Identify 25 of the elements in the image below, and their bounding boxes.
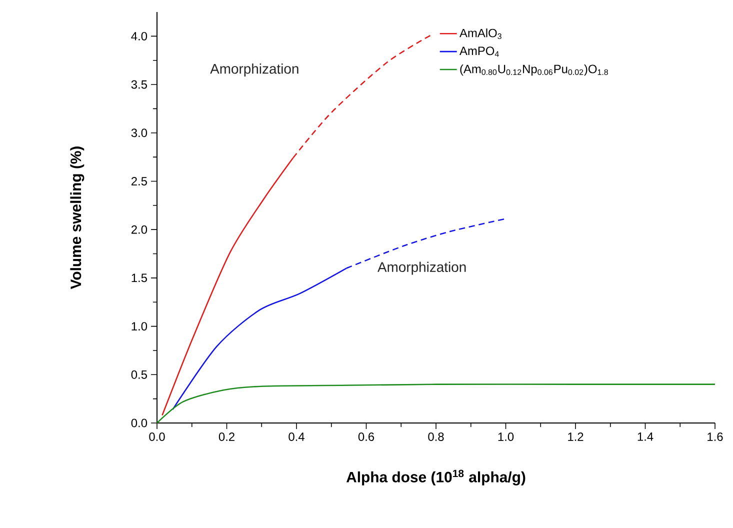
x-tick-label: 1.0	[498, 432, 514, 441]
y-axis-title: Volume swelling (%)	[70, 146, 84, 290]
y-tick-label: 4.0	[131, 32, 148, 40]
x-tick-label: 1.6	[708, 432, 723, 441]
x-tick-label: 0.0	[149, 432, 165, 441]
x-tick-label: 0.6	[358, 432, 374, 441]
y-tick-label: 0.5	[131, 370, 147, 379]
y-tick-label: 2.5	[131, 177, 147, 186]
x-tick-label: 1.4	[638, 432, 654, 441]
text: (Am$_{0.80}$U$_{0.12}$Np$_{0.06}$Pu$_{0.02}$)O$_{1.8}$	[460, 64, 608, 76]
annotation: Amorphization	[378, 262, 466, 275]
x-tick-label: 0.2	[218, 432, 234, 441]
x-axis-title: Alpha dose (10$^{18}$ alpha/g)	[346, 470, 526, 486]
y-tick-label: 1.5	[132, 274, 147, 282]
x-tick-label: 0.8	[428, 432, 444, 441]
y-tick-label: 3.5	[131, 80, 147, 89]
legend-label: AmAlO$_{3}$	[460, 28, 502, 40]
y-tick-label: 1.0	[132, 322, 148, 331]
y-tick-label: 0.0	[131, 418, 148, 428]
x-tick-label: 0.4	[288, 432, 304, 441]
annotation: Amorphization	[210, 64, 298, 77]
legend-label: AmPO$_{4}$	[460, 46, 499, 57]
y-tick-label: 3.0	[131, 128, 148, 138]
x-tick-label: 1.2	[568, 432, 584, 441]
y-tick-label: 2.0	[131, 225, 148, 234]
